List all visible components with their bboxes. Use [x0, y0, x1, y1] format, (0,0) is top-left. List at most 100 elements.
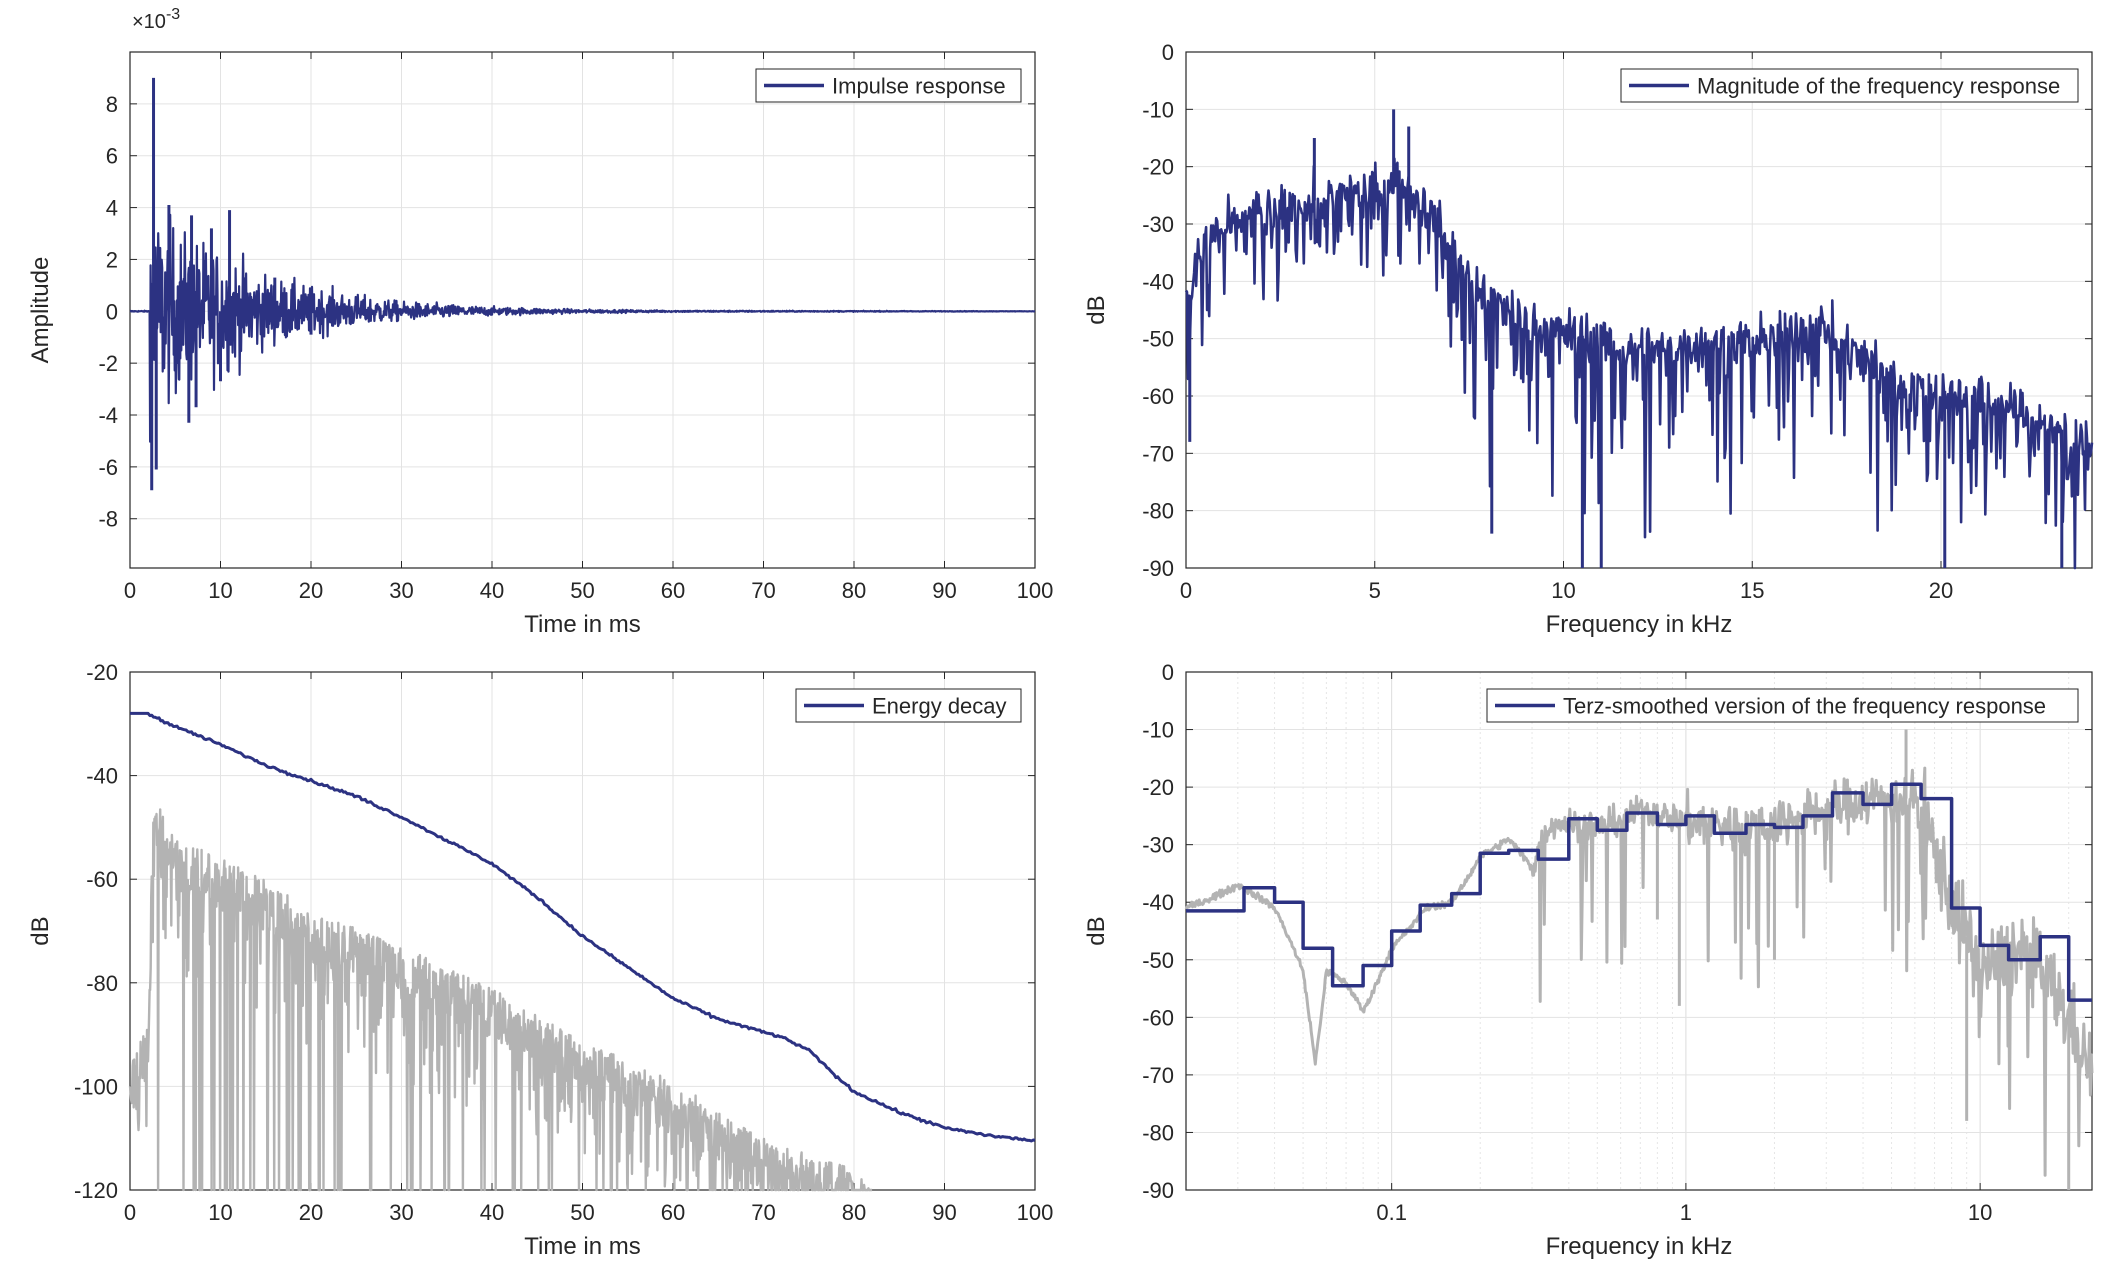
y-tick-label: 0: [1162, 40, 1174, 65]
legend-box: [1486, 688, 2079, 723]
legend: Terz-smoothed version of the frequency r…: [1486, 688, 2079, 723]
x-tick-label: 15: [1740, 578, 1764, 603]
tick-labels: 0 10 20 30 40 50 60 70 80 90 100 -8 -6 -4 -2 0 2 4 6 8: [98, 52, 1053, 603]
x-tick-label: 30: [389, 1200, 413, 1225]
y-tick-label: -20: [1142, 155, 1174, 180]
x-tick-label: 20: [1929, 578, 1953, 603]
y-tick-label: -60: [1142, 384, 1174, 409]
terz-smoothed-series: [1186, 782, 2092, 1002]
y-tick-label: 4: [106, 196, 118, 221]
y-tick-label: -30: [1142, 212, 1174, 237]
x-tick-label: 40: [480, 1200, 504, 1225]
terz-raw-line: [1184, 766, 2094, 1177]
energy-decay-series: [130, 711, 1036, 1143]
axes-box: [1185, 51, 2093, 569]
legend: Impulse response: [755, 68, 1022, 103]
y-exponent-base: ×10: [132, 11, 166, 33]
x-tick-label: 90: [932, 578, 956, 603]
y-tick-label: -80: [1142, 499, 1174, 524]
grid: [1185, 671, 2092, 1191]
x-tick-label: 1: [1680, 1200, 1692, 1225]
magnitude-line: [1184, 157, 2094, 570]
energy-decay-line: [130, 711, 1036, 1143]
y-tick-label: -30: [1142, 833, 1174, 858]
x-axis-label: Frequency in kHz: [1546, 1233, 1733, 1260]
x-tick-label: 0: [124, 578, 136, 603]
y-exponent-label: ×10-3: [132, 6, 180, 33]
legend-box: [1620, 68, 2079, 103]
x-tick-label: 10: [208, 578, 232, 603]
tick-labels: 0 10 20 30 40 50 60 70 80 90 100 -120 -100 -80 -60 -40 -…: [74, 660, 1053, 1225]
y-tick-label: -60: [86, 867, 118, 892]
y-tick-label: -70: [1142, 1063, 1174, 1088]
y-axis-label: dB: [27, 916, 54, 945]
y-tick-label: -60: [1142, 1005, 1174, 1030]
legend-label: Impulse response: [832, 74, 1006, 99]
legend: Energy decay: [795, 688, 1022, 723]
x-axis-label: Time in ms: [524, 1233, 640, 1260]
tick-labels: 0.1 1 10 -90 -80 -70 -60 -50 -40 -30 -20 -10 0: [1142, 660, 2092, 1225]
y-tick-label: -80: [1142, 1120, 1174, 1145]
x-tick-label: 20: [299, 1200, 323, 1225]
legend-label: Terz-smoothed version of the frequency r…: [1563, 694, 2046, 719]
energy-instantaneous-line: [128, 808, 873, 1192]
y-axis-label: dB: [1083, 295, 1110, 324]
x-tick-label: 80: [842, 1200, 866, 1225]
x-tick-label: 60: [661, 1200, 685, 1225]
y-tick-label: -50: [1142, 948, 1174, 973]
x-axis-label: Frequency in kHz: [1546, 611, 1733, 638]
x-tick-label: 10: [208, 1200, 232, 1225]
x-tick-label: 20: [299, 578, 323, 603]
y-tick-label: -8: [98, 507, 118, 532]
terz-smoothed-line: [1186, 782, 2092, 1002]
x-tick-label: 70: [751, 1200, 775, 1225]
x-tick-label: 100: [1017, 578, 1054, 603]
y-tick-label: -70: [1142, 441, 1174, 466]
x-tick-label: 0: [1180, 578, 1192, 603]
x-tick-label: 60: [661, 578, 685, 603]
y-tick-label: 2: [106, 247, 118, 272]
x-tick-label: 5: [1369, 578, 1381, 603]
tick-labels: 0 5 10 15 20 -90 -80 -70 -60 -50 -40 -30 -20 -10 0: [1142, 40, 2092, 603]
x-tick-label: 70: [751, 578, 775, 603]
y-tick-label: -80: [86, 971, 118, 996]
terz-smoothed-chart: 0.1 1 10 -90 -80 -70 -60 -50 -40 -30 -20 -10 0 Freque…: [1083, 660, 2094, 1260]
y-tick-label: -4: [98, 403, 118, 428]
x-tick-label: 90: [932, 1200, 956, 1225]
terz-raw-series: [1184, 729, 2094, 1190]
axes-box: [1185, 671, 2093, 1191]
y-tick-label: -100: [74, 1074, 118, 1099]
x-tick-label: 0: [124, 1200, 136, 1225]
impulse-response-chart: 0 10 20 30 40 50 60 70 80 90 100 -8 -6 -4 -2 0 2 4 6 8 Time …: [27, 6, 1053, 638]
y-tick-label: -10: [1142, 97, 1174, 122]
y-tick-label: -120: [74, 1178, 118, 1203]
x-axis-label: Time in ms: [524, 611, 640, 638]
y-tick-label: 6: [106, 144, 118, 169]
impulse-response-line: [129, 213, 1036, 443]
legend-label: Magnitude of the frequency response: [1697, 74, 2060, 99]
x-tick-label: 80: [842, 578, 866, 603]
y-tick-label: -10: [1142, 718, 1174, 743]
x-tick-label: 50: [570, 578, 594, 603]
legend: Magnitude of the frequency response: [1620, 68, 2079, 103]
y-tick-label: -90: [1142, 1178, 1174, 1203]
magnitude-response-chart: 0 5 10 15 20 -90 -80 -70 -60 -50 -40 -30 -20 -10 0 Freq…: [1083, 40, 2094, 638]
x-tick-label: 30: [389, 578, 413, 603]
x-tick-label: 10: [1551, 578, 1575, 603]
y-tick-label: -2: [98, 351, 118, 376]
y-tick-label: 0: [1162, 660, 1174, 685]
magnitude-series: [1184, 109, 2094, 570]
y-axis-label: dB: [1083, 916, 1110, 945]
y-tick-label: -90: [1142, 556, 1174, 581]
y-axis-label: Amplitude: [27, 257, 54, 364]
legend-label: Energy decay: [872, 694, 1007, 719]
y-tick-label: 0: [106, 299, 118, 324]
energy-instantaneous-series: [128, 808, 873, 1192]
y-tick-label: 8: [106, 92, 118, 117]
y-tick-label: -40: [86, 764, 118, 789]
y-tick-label: -50: [1142, 327, 1174, 352]
energy-decay-chart: 0 10 20 30 40 50 60 70 80 90 100 -120 -100 -80 -60 -40 -…: [27, 660, 1053, 1260]
y-tick-label: -6: [98, 455, 118, 480]
y-tick-label: -40: [1142, 890, 1174, 915]
y-tick-label: -40: [1142, 269, 1174, 294]
